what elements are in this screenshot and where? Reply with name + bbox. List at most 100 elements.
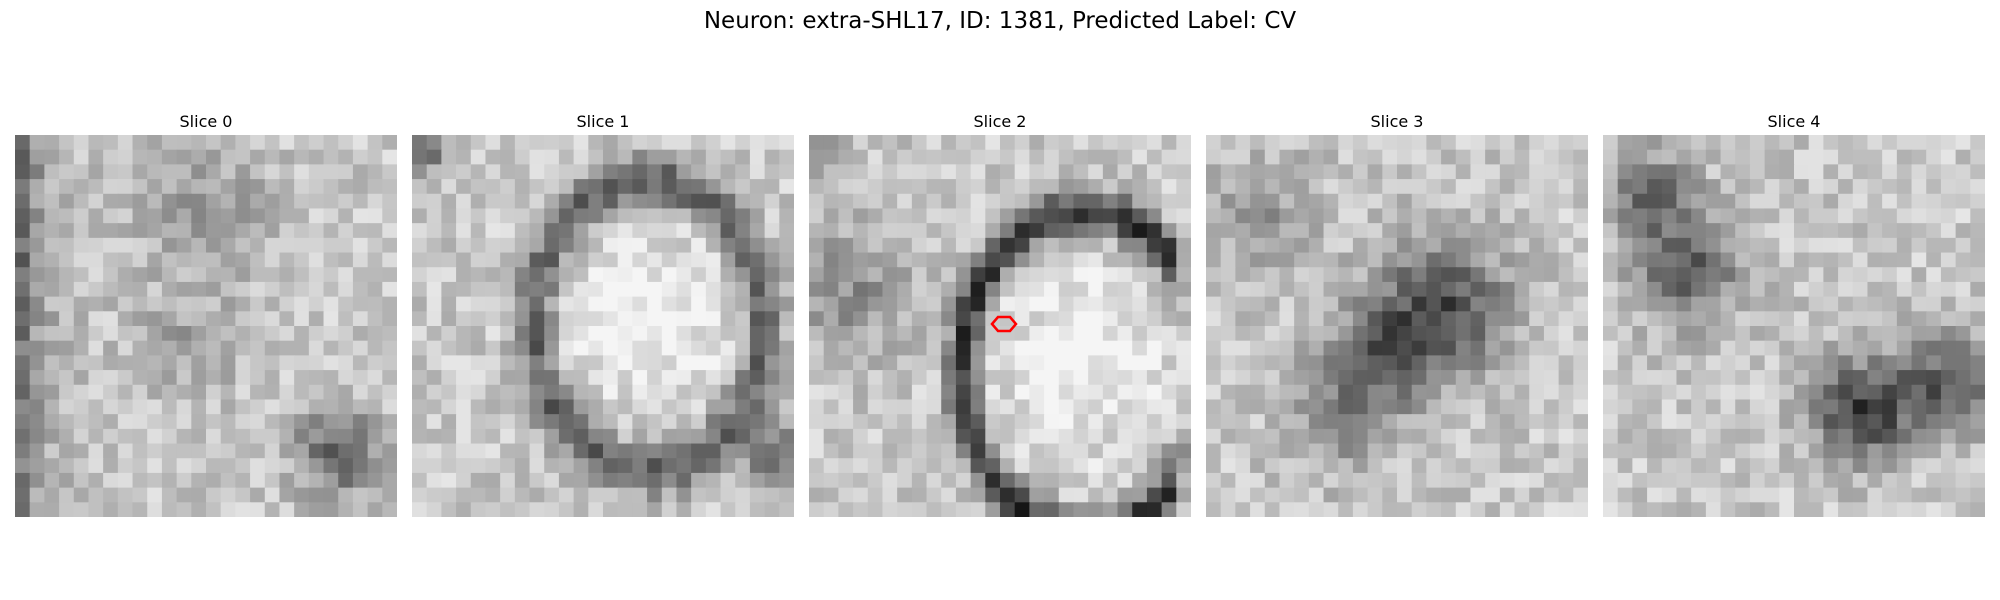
pixel xyxy=(176,443,192,459)
pixel xyxy=(1779,267,1795,283)
pixel xyxy=(308,223,325,239)
pixel xyxy=(323,502,339,517)
pixel xyxy=(749,458,766,474)
pixel xyxy=(735,237,751,254)
pixel xyxy=(647,252,663,268)
pixel xyxy=(1441,164,1457,180)
pixel xyxy=(1382,208,1398,224)
pixel xyxy=(941,458,957,474)
pixel xyxy=(1206,414,1222,430)
pixel xyxy=(73,428,90,445)
pixel xyxy=(1514,370,1530,386)
pixel xyxy=(1220,355,1236,371)
pixel xyxy=(1940,281,1957,298)
pixel xyxy=(720,149,736,165)
pixel xyxy=(603,193,619,210)
pixel xyxy=(176,340,192,356)
pixel xyxy=(1014,135,1030,151)
pixel xyxy=(1250,281,1266,298)
pixel xyxy=(132,296,148,312)
pixel xyxy=(235,458,251,474)
pixel xyxy=(294,458,310,474)
pixel xyxy=(955,267,972,283)
pixel xyxy=(1411,311,1427,327)
pixel xyxy=(1117,443,1133,459)
pixel xyxy=(558,281,575,298)
pixel xyxy=(514,384,531,401)
pixel xyxy=(500,384,516,401)
pixel xyxy=(1176,281,1191,298)
pixel xyxy=(1955,267,1971,283)
pixel xyxy=(882,502,898,517)
pixel xyxy=(1367,296,1383,312)
pixel xyxy=(1808,384,1824,401)
pixel xyxy=(1455,164,1472,180)
pixel xyxy=(44,252,60,268)
pixel xyxy=(1779,135,1795,151)
pixel xyxy=(1485,149,1501,165)
pixel xyxy=(720,237,736,254)
pixel xyxy=(853,296,869,312)
pixel xyxy=(176,149,192,165)
pixel xyxy=(176,237,192,254)
pixel xyxy=(412,502,428,517)
pixel xyxy=(1250,414,1266,430)
pixel xyxy=(1926,502,1942,517)
pixel xyxy=(1764,252,1780,268)
pixel xyxy=(73,296,90,312)
pixel xyxy=(838,487,854,503)
pixel xyxy=(1852,223,1869,239)
pixel xyxy=(705,414,722,430)
pixel xyxy=(426,164,442,180)
pixel xyxy=(1264,428,1281,445)
pixel xyxy=(1176,487,1191,503)
pixel xyxy=(1529,443,1545,459)
pixel xyxy=(691,428,707,445)
pixel xyxy=(367,326,383,342)
pixel xyxy=(250,472,266,489)
pixel xyxy=(1720,193,1736,210)
pixel xyxy=(117,135,134,151)
pixel xyxy=(88,443,104,459)
pixel xyxy=(573,399,589,415)
pixel xyxy=(73,252,90,268)
pixel xyxy=(1206,208,1222,224)
pixel xyxy=(1940,399,1957,415)
pixel xyxy=(617,370,633,386)
pixel xyxy=(308,311,325,327)
pixel xyxy=(1720,311,1736,327)
pixel xyxy=(809,414,825,430)
pixel xyxy=(191,340,207,356)
pixel xyxy=(588,311,604,327)
slice-image-canvas xyxy=(809,135,1191,517)
pixel xyxy=(1264,296,1281,312)
pixel xyxy=(632,237,648,254)
pixel xyxy=(323,311,339,327)
pixel xyxy=(1499,472,1516,489)
pixel xyxy=(1955,414,1971,430)
pixel xyxy=(1146,487,1163,503)
pixel xyxy=(264,135,281,151)
pixel xyxy=(176,472,192,489)
pixel xyxy=(617,443,633,459)
pixel xyxy=(1382,281,1398,298)
pixel xyxy=(1044,267,1060,283)
pixel xyxy=(250,502,266,517)
pixel xyxy=(441,355,457,371)
pixel xyxy=(1073,193,1089,210)
pixel xyxy=(279,296,295,312)
pixel xyxy=(1558,237,1574,254)
pixel xyxy=(1250,326,1266,342)
pixel xyxy=(926,399,942,415)
pixel xyxy=(661,340,678,356)
pixel xyxy=(1132,399,1148,415)
pixel xyxy=(558,135,575,151)
pixel xyxy=(1352,267,1369,283)
pixel xyxy=(1294,252,1310,268)
pixel xyxy=(1661,281,1678,298)
pixel xyxy=(1926,237,1942,254)
pixel xyxy=(1882,252,1898,268)
pixel xyxy=(558,384,575,401)
pixel xyxy=(1558,428,1574,445)
pixel xyxy=(764,164,780,180)
